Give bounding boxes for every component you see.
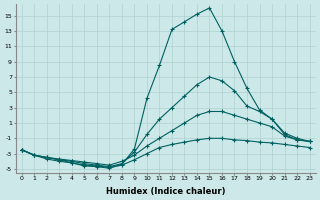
X-axis label: Humidex (Indice chaleur): Humidex (Indice chaleur) — [106, 187, 225, 196]
